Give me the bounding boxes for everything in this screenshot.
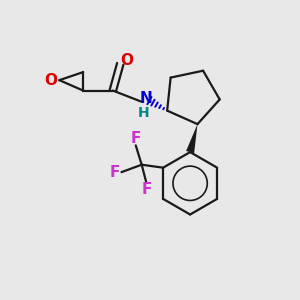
Polygon shape bbox=[186, 124, 197, 153]
Text: O: O bbox=[120, 53, 133, 68]
Text: O: O bbox=[44, 73, 57, 88]
Text: F: F bbox=[142, 182, 152, 197]
Text: N: N bbox=[139, 91, 152, 106]
Text: H: H bbox=[138, 106, 150, 120]
Text: F: F bbox=[130, 131, 141, 146]
Text: F: F bbox=[109, 165, 119, 180]
